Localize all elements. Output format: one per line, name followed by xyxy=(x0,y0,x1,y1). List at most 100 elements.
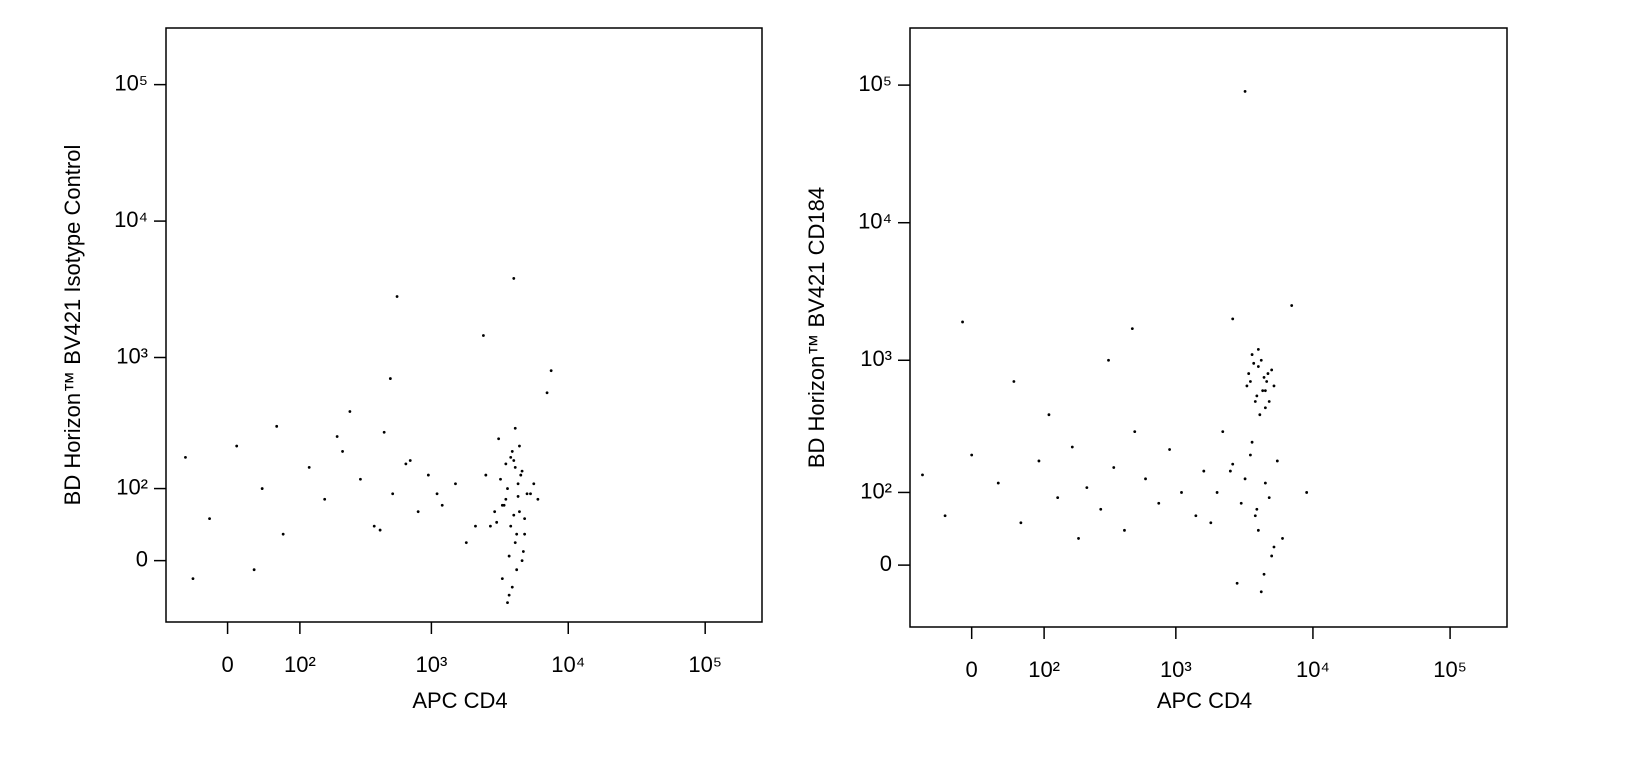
event-dot xyxy=(545,391,549,395)
event-dot xyxy=(943,514,947,518)
event-dot xyxy=(506,601,509,605)
event-dot xyxy=(489,524,492,528)
event-dot xyxy=(1070,445,1074,449)
event-dot xyxy=(1047,413,1051,417)
event-dot xyxy=(1228,469,1232,473)
y-tick-label: 0 xyxy=(880,551,892,576)
x-tick-label: 10⁵ xyxy=(1433,657,1467,682)
event-dot xyxy=(1253,400,1257,403)
event-dot xyxy=(1231,462,1235,466)
event-dot xyxy=(323,497,327,501)
event-dot xyxy=(482,334,485,337)
event-dot xyxy=(1281,537,1284,540)
event-dot xyxy=(382,430,386,434)
x-tick-label: 10⁴ xyxy=(551,652,585,677)
event-dot xyxy=(516,495,520,498)
event-dot xyxy=(549,369,553,373)
y-tick-label: 10⁴ xyxy=(858,209,892,234)
event-dot xyxy=(921,473,924,477)
event-dot xyxy=(1265,380,1269,383)
event-dot xyxy=(525,492,529,496)
event-dot xyxy=(1272,545,1276,549)
event-dot xyxy=(1202,469,1206,473)
event-dot xyxy=(1056,496,1060,500)
event-dot xyxy=(184,455,187,459)
event-dot xyxy=(495,520,499,524)
event-dot xyxy=(512,277,516,280)
event-dot xyxy=(1245,384,1249,388)
event-dot xyxy=(1267,496,1271,500)
event-dot xyxy=(1258,413,1262,417)
x-tick-label: 10⁴ xyxy=(1296,657,1330,682)
event-dot xyxy=(529,492,532,496)
event-dot xyxy=(1267,400,1271,403)
y-tick-label: 10³ xyxy=(116,343,148,368)
event-dot xyxy=(281,532,285,536)
event-dot xyxy=(416,510,420,514)
event-dot xyxy=(1270,368,1274,372)
event-dot xyxy=(1194,514,1198,518)
event-dot xyxy=(1168,448,1171,451)
event-dot xyxy=(1262,376,1266,379)
event-dot xyxy=(532,482,536,486)
event-dot xyxy=(464,541,468,545)
event-dot xyxy=(510,585,514,589)
event-dot xyxy=(1249,453,1252,457)
event-dot xyxy=(252,568,256,572)
event-dot xyxy=(1255,507,1259,511)
event-dot xyxy=(996,481,1000,485)
event-dot xyxy=(515,532,519,536)
event-dot xyxy=(1019,521,1023,525)
event-dot xyxy=(970,453,974,457)
event-dot xyxy=(1231,317,1235,321)
event-dot xyxy=(523,532,527,536)
event-dot xyxy=(520,559,524,563)
event-dot xyxy=(1305,491,1309,494)
event-dot xyxy=(388,377,392,380)
event-dot xyxy=(1037,459,1041,463)
event-dot xyxy=(191,577,195,580)
event-dot xyxy=(507,554,511,558)
event-dot xyxy=(1263,481,1267,485)
x-axis-title: APC CD4 xyxy=(412,688,507,713)
event-dot xyxy=(504,497,508,501)
event-dot xyxy=(1221,430,1225,433)
event-dot xyxy=(404,462,408,466)
event-dot xyxy=(408,459,412,462)
event-dot xyxy=(1252,361,1256,365)
event-dot xyxy=(1123,528,1126,532)
event-dot xyxy=(499,477,502,481)
y-tick-label: 10⁵ xyxy=(114,70,148,95)
event-dot xyxy=(504,462,508,466)
event-dot xyxy=(1239,501,1243,505)
event-dot xyxy=(497,437,501,441)
y-axis-title: BD Horizon™ BV421 CD184 xyxy=(804,187,829,468)
event-dot xyxy=(235,444,239,448)
event-dot xyxy=(1262,572,1266,576)
event-dot xyxy=(474,524,477,528)
event-dot xyxy=(208,517,211,521)
event-dot xyxy=(1255,394,1259,398)
y-tick-label: 10⁴ xyxy=(114,207,148,232)
event-dot xyxy=(1256,365,1260,368)
event-dot xyxy=(513,541,517,545)
event-dot xyxy=(378,528,382,532)
event-dot xyxy=(1235,581,1239,585)
x-tick-label: 0 xyxy=(221,652,233,677)
event-dot xyxy=(1259,358,1263,362)
event-dot xyxy=(513,426,517,430)
event-dot xyxy=(1112,466,1116,469)
event-dot xyxy=(1290,304,1294,307)
event-dot xyxy=(1099,507,1103,511)
event-dot xyxy=(512,459,516,462)
event-dot xyxy=(506,487,509,490)
event-dot xyxy=(275,424,279,428)
x-tick-label: 10³ xyxy=(1160,657,1192,682)
event-dot xyxy=(1077,537,1080,540)
y-tick-label: 10³ xyxy=(860,346,892,371)
event-dot xyxy=(484,473,488,477)
event-dot xyxy=(521,550,525,553)
event-dot xyxy=(1250,353,1254,356)
event-dot xyxy=(519,473,523,477)
